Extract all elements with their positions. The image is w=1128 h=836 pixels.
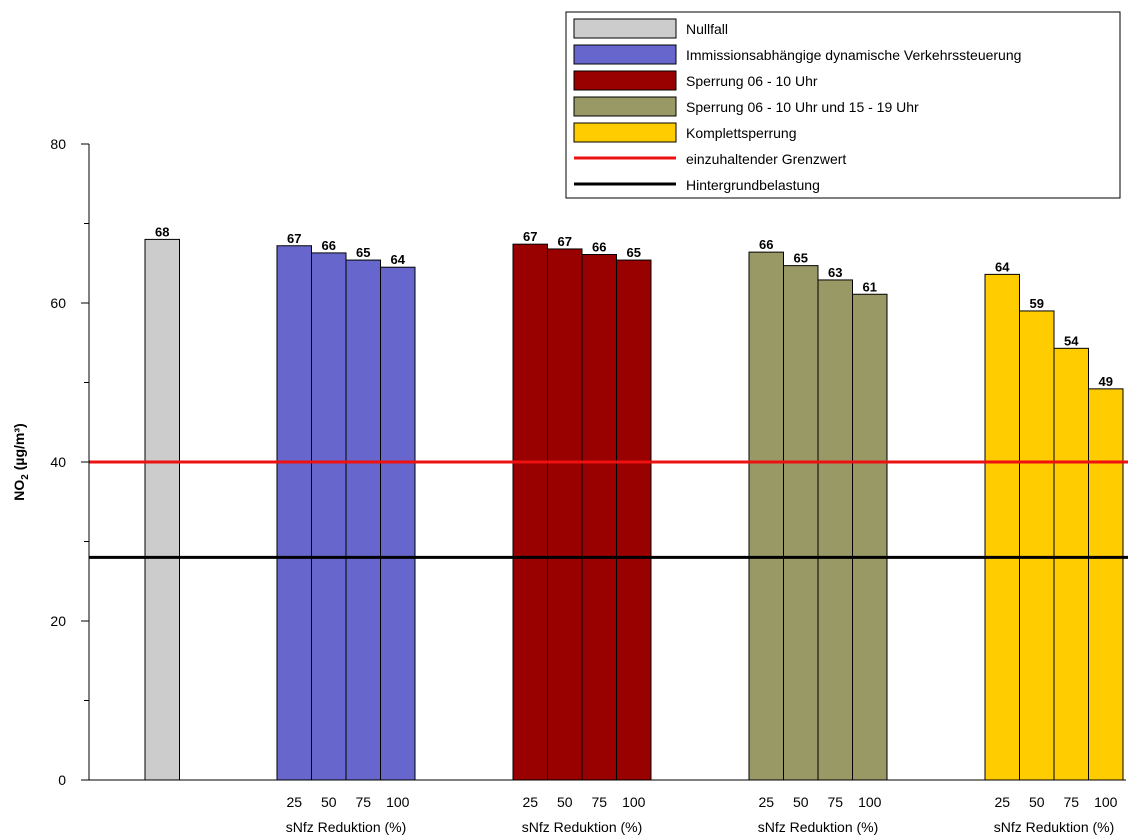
bar-value-label: 64 bbox=[995, 259, 1010, 274]
bar bbox=[547, 248, 583, 781]
x-tick-label: 50 bbox=[793, 794, 809, 810]
bar bbox=[512, 243, 548, 781]
bar-value-label: 67 bbox=[558, 234, 572, 249]
bar bbox=[144, 238, 180, 781]
bar bbox=[581, 254, 617, 781]
x-tick-label: 50 bbox=[321, 794, 337, 810]
bar-group-2: 67 66 65 64 bbox=[276, 231, 416, 781]
x-tick-label: 25 bbox=[286, 794, 302, 810]
y-tick-label: 60 bbox=[50, 295, 66, 311]
bar bbox=[1053, 347, 1089, 781]
bar bbox=[748, 251, 784, 781]
x-group-labels: 25 50 75 100 sNfz Reduktion (%) bbox=[994, 794, 1118, 835]
y-tick-label: 40 bbox=[50, 454, 66, 470]
reference-lines bbox=[89, 460, 1128, 559]
legend-label: Sperrung 06 - 10 Uhr und 15 - 19 Uhr bbox=[686, 99, 919, 115]
legend-label: Immissionsabhängige dynamische Verkehrss… bbox=[686, 47, 1021, 63]
x-group-labels: 25 50 75 100 sNfz Reduktion (%) bbox=[758, 794, 882, 835]
legend-swatch bbox=[573, 18, 677, 39]
legend-entry: Komplettsperrung bbox=[573, 122, 797, 143]
x-axis-labels: 25 50 75 100 sNfz Reduktion (%) 25 50 75 100 sNfz… bbox=[286, 794, 1118, 835]
bar-value-label: 65 bbox=[627, 245, 641, 260]
x-tick-label: 75 bbox=[1063, 794, 1079, 810]
x-tick-label: 100 bbox=[622, 794, 646, 810]
legend-swatch bbox=[573, 44, 677, 65]
bar-group-5: 64 59 54 49 bbox=[984, 259, 1124, 781]
bar bbox=[817, 279, 853, 781]
bar-value-label: 49 bbox=[1099, 374, 1113, 389]
y-tick-label: 20 bbox=[50, 613, 66, 629]
bar-group-1: 68 bbox=[144, 224, 180, 781]
legend-swatch bbox=[573, 122, 677, 143]
y-axis-title-subscript: 2 bbox=[20, 474, 31, 480]
bar bbox=[380, 266, 416, 781]
y-axis-title: NO2 (µg/m³) bbox=[11, 423, 31, 500]
legend-entry: Sperrung 06 - 10 Uhr bbox=[573, 70, 818, 91]
x-tick-label: 100 bbox=[386, 794, 410, 810]
bar-value-label: 64 bbox=[391, 252, 406, 267]
y-tick-label: 0 bbox=[58, 772, 66, 788]
bar bbox=[984, 273, 1020, 781]
y-tick-label: 80 bbox=[50, 136, 66, 152]
bar-value-label: 65 bbox=[356, 245, 370, 260]
x-group-labels: 25 50 75 100 sNfz Reduktion (%) bbox=[522, 794, 646, 835]
bar-value-label: 66 bbox=[322, 238, 336, 253]
legend-entry: Sperrung 06 - 10 Uhr und 15 - 19 Uhr bbox=[573, 96, 919, 117]
legend-label: Sperrung 06 - 10 Uhr bbox=[686, 73, 818, 89]
bar bbox=[276, 245, 312, 781]
x-axis-title: sNfz Reduktion (%) bbox=[522, 819, 643, 835]
x-tick-label: 50 bbox=[1029, 794, 1045, 810]
bar-value-label: 59 bbox=[1030, 296, 1044, 311]
legend-label: einzuhaltender Grenzwert bbox=[686, 151, 846, 167]
x-tick-label: 100 bbox=[1094, 794, 1118, 810]
bar-group-4: 66 65 63 61 bbox=[748, 237, 888, 781]
x-axis-title: sNfz Reduktion (%) bbox=[758, 819, 879, 835]
bar-value-label: 65 bbox=[794, 251, 808, 266]
bar bbox=[616, 259, 652, 781]
bar bbox=[783, 265, 819, 781]
x-tick-label: 75 bbox=[591, 794, 607, 810]
x-tick-label: 50 bbox=[557, 794, 573, 810]
bar-value-label: 66 bbox=[592, 240, 606, 255]
bars: 68 67 66 65 64 67 67 66 65 66 65 63 61 64 59 54 49 bbox=[144, 224, 1124, 781]
y-axis-title-main: NO bbox=[11, 480, 27, 501]
legend-label: Komplettsperrung bbox=[686, 125, 797, 141]
legend-swatch bbox=[573, 70, 677, 91]
legend: Nullfall Immissionsabhängige dynamische V… bbox=[565, 11, 1121, 199]
y-axis: 0 20 40 60 80 NO2 (µg/m³) bbox=[11, 136, 1126, 788]
x-tick-label: 25 bbox=[522, 794, 538, 810]
bar-group-3: 67 67 66 65 bbox=[512, 229, 652, 781]
x-tick-label: 100 bbox=[858, 794, 882, 810]
legend-entry: einzuhaltender Grenzwert bbox=[574, 151, 846, 167]
x-tick-label: 75 bbox=[355, 794, 371, 810]
bar bbox=[311, 252, 347, 781]
bar bbox=[345, 259, 381, 781]
legend-entry: Hintergrundbelastung bbox=[574, 177, 820, 193]
x-tick-label: 25 bbox=[994, 794, 1010, 810]
x-axis-title: sNfz Reduktion (%) bbox=[994, 819, 1115, 835]
legend-entry: Immissionsabhängige dynamische Verkehrss… bbox=[573, 44, 1021, 65]
legend-label: Nullfall bbox=[686, 21, 728, 37]
x-group-labels: 25 50 75 100 sNfz Reduktion (%) bbox=[286, 794, 410, 835]
bar-value-label: 61 bbox=[863, 279, 877, 294]
legend-swatch bbox=[573, 96, 677, 117]
x-tick-label: 25 bbox=[758, 794, 774, 810]
bar-value-label: 68 bbox=[155, 224, 169, 239]
bar-value-label: 67 bbox=[287, 231, 301, 246]
bar-value-label: 54 bbox=[1064, 333, 1079, 348]
bar bbox=[1019, 310, 1055, 781]
x-tick-label: 75 bbox=[827, 794, 843, 810]
bar-value-label: 66 bbox=[759, 237, 773, 252]
bar bbox=[852, 293, 888, 781]
x-axis-title: sNfz Reduktion (%) bbox=[286, 819, 407, 835]
bar-value-label: 63 bbox=[828, 265, 842, 280]
bar-value-label: 67 bbox=[523, 229, 537, 244]
legend-label: Hintergrundbelastung bbox=[686, 177, 820, 193]
y-axis-title-unit: (µg/m³) bbox=[11, 423, 27, 474]
bar bbox=[1088, 388, 1124, 781]
legend-entry: Nullfall bbox=[573, 18, 728, 39]
